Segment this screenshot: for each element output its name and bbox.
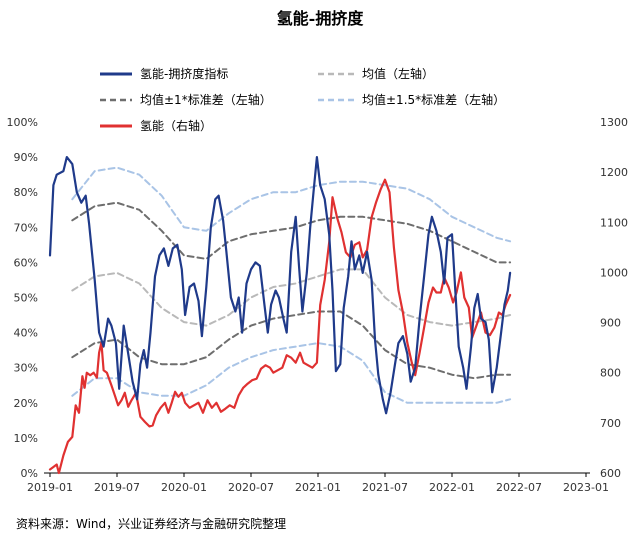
y-left-tick-label: 20% [14,397,38,410]
x-tick-label: 2020-01 [161,481,207,494]
plot-lines [48,156,512,475]
x-ticks: 2019-01 2019-07 2020-01 2020-07 2021-01 2021-… [27,473,609,494]
y-left-ticks: 0% 10% 20% 30% 40% 50% 60% 70% 80% 90% 100% [7,116,38,480]
x-tick-label: 2022-01 [429,481,475,494]
x-tick-label: 2021-01 [295,481,341,494]
legend-label-crowd: 氢能-拥挤度指标 [140,66,228,81]
y-right-tick-label: 800 [600,367,621,380]
x-tick-label: 2021-07 [362,481,408,494]
y-left-tick-label: 0% [21,467,38,480]
y-left-tick-label: 50% [14,292,38,305]
y-right-ticks: 600 700 800 900 1000 1100 1200 1300 [600,116,628,480]
legend-label-band15: 均值±1.5*标准差（左轴） [362,92,505,107]
y-right-tick-label: 1000 [600,266,628,279]
y-left-tick-label: 90% [14,151,38,164]
mean-line [71,268,512,327]
band15-lower-line [71,342,512,404]
y-left-tick-label: 30% [14,362,38,375]
legend-label-mean: 均值（左轴） [362,66,434,81]
y-right-tick-label: 1200 [600,166,628,179]
y-right-tick-label: 600 [600,467,621,480]
legend: 氢能-拥挤度指标 均值（左轴） 均值±1*标准差（左轴） 均值±1.5*标准差（… [100,66,505,133]
band15-upper-line [71,166,512,243]
y-right-tick-label: 700 [600,417,621,430]
legend-label-band1: 均值±1*标准差（左轴） [140,92,272,107]
x-tick-label: 2022-07 [496,481,542,494]
x-tick-label: 2020-07 [228,481,274,494]
y-left-tick-label: 60% [14,256,38,269]
y-left-tick-label: 80% [14,186,38,199]
x-tick-label: 2019-01 [27,481,73,494]
price-line [48,178,512,475]
x-tick-label: 2019-07 [94,481,140,494]
source-note: 资料来源：Wind，兴业证券经济与金融研究院整理 [16,516,286,531]
y-right-tick-label: 1300 [600,116,628,129]
x-tick-label: 2023-01 [563,481,609,494]
chart-title: 氢能-拥挤度 [277,9,365,28]
y-left-tick-label: 40% [14,327,38,340]
y-right-tick-label: 900 [600,317,621,330]
band1-lower-line [71,310,512,380]
y-left-tick-label: 10% [14,432,38,445]
y-left-tick-label: 100% [7,116,38,129]
y-right-tick-label: 1100 [600,216,628,229]
crowd-line [48,156,512,415]
y-left-tick-label: 70% [14,221,38,234]
legend-label-price: 氢能（右轴） [140,118,212,133]
